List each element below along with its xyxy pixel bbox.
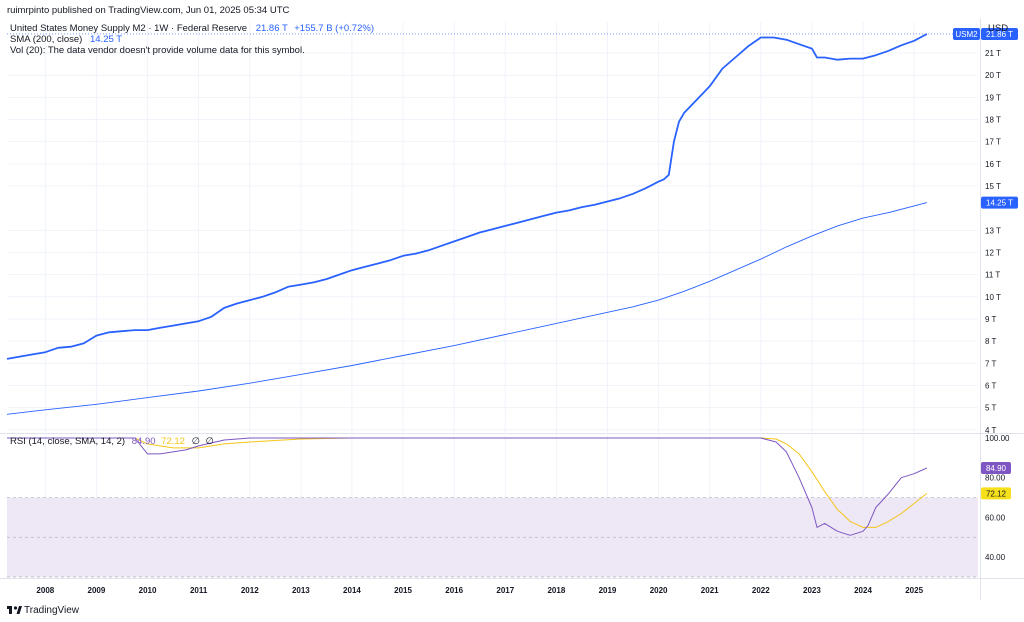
x-tick-label: 2012 — [241, 586, 259, 595]
sma-legend[interactable]: SMA (200, close) 14.25 T — [10, 35, 122, 45]
rsi-legend[interactable]: RSI (14, close, SMA, 14, 2) 84.90 72.12 … — [10, 437, 214, 447]
x-tick-label: 2011 — [190, 586, 208, 595]
y-tick-label: 7 T — [985, 359, 997, 368]
x-tick-label: 2014 — [343, 586, 361, 595]
vol-legend[interactable]: Vol (20): The data vendor doesn't provid… — [10, 46, 305, 56]
rsi-y-tick-label: 60.00 — [985, 513, 1006, 522]
x-tick-label: 2008 — [36, 586, 54, 595]
y-tick-label: 5 T — [985, 404, 997, 413]
rsi-label: RSI (14, close, SMA, 14, 2) — [10, 436, 126, 447]
x-tick-label: 2019 — [599, 586, 617, 595]
y-tick-label: 6 T — [985, 381, 997, 390]
y-tick-label: 18 T — [985, 116, 1001, 125]
rsi-y-tick-label: 100.00 — [985, 434, 1010, 443]
tradingview-logo-icon[interactable] — [7, 606, 22, 614]
x-tick-label: 2009 — [88, 586, 106, 595]
currency-label: USD — [988, 23, 1009, 34]
x-tick-label: 2016 — [445, 586, 463, 595]
symbol-title: United States Money Supply M2 · 1W · Fed… — [10, 23, 248, 34]
last-value: 21.86 T — [255, 23, 288, 34]
sma-label: SMA (200, close) — [10, 34, 83, 45]
svg-text:14.25 T: 14.25 T — [986, 199, 1013, 208]
y-tick-label: 17 T — [985, 138, 1001, 147]
footer-brand[interactable]: TradingView — [24, 605, 80, 616]
svg-text:21.86 T: 21.86 T — [986, 30, 1013, 39]
svg-text:72.12: 72.12 — [986, 489, 1007, 498]
symbol-legend[interactable]: United States Money Supply M2 · 1W · Fed… — [10, 24, 374, 34]
y-tick-label: 21 T — [985, 49, 1001, 58]
sma-value: 14.25 T — [89, 34, 123, 45]
symbol-badge: USM2 — [953, 27, 980, 40]
x-tick-label: 2010 — [139, 586, 157, 595]
x-tick-label: 2021 — [701, 586, 719, 595]
svg-text:USM2: USM2 — [955, 30, 978, 39]
y-tick-label: 16 T — [985, 160, 1001, 169]
svg-text:84.90: 84.90 — [986, 464, 1007, 473]
y-tick-label: 20 T — [985, 71, 1001, 80]
x-tick-label: 2024 — [854, 586, 872, 595]
y-tick-label: 11 T — [985, 271, 1000, 280]
x-tick-label: 2013 — [292, 586, 310, 595]
publish-line: ruimrpinto published on TradingView.com,… — [7, 5, 290, 16]
y-tick-label: 15 T — [985, 182, 1001, 191]
y-tick-label: 10 T — [985, 293, 1001, 302]
sma-line — [6, 202, 928, 415]
rsi-badge: 84.90 — [981, 461, 1011, 474]
rsi-value: 84.90 — [131, 436, 156, 447]
price-line — [6, 33, 928, 360]
rsi-extra-1: ∅ — [191, 436, 200, 447]
x-tick-label: 2025 — [905, 586, 923, 595]
x-tick-label: 2017 — [496, 586, 514, 595]
x-tick-label: 2018 — [547, 586, 565, 595]
y-tick-label: 13 T — [985, 226, 1001, 235]
x-tick-label: 2022 — [752, 586, 770, 595]
y-tick-label: 12 T — [985, 248, 1001, 257]
y-tick-label: 9 T — [985, 315, 997, 324]
rsi-extra-2: ∅ — [205, 436, 214, 447]
y-tick-label: 19 T — [985, 93, 1001, 102]
x-tick-label: 2020 — [650, 586, 668, 595]
y-tick-label: 8 T — [985, 337, 997, 346]
y-tick-label: 4 T — [985, 426, 997, 435]
grid — [7, 22, 978, 577]
rsi-sma-badge: 72.12 — [981, 487, 1011, 500]
sma-badge: 14.25 T — [981, 196, 1018, 209]
rsi-sma-value: 72.12 — [161, 436, 185, 447]
rsi-y-tick-label: 80.00 — [985, 474, 1006, 483]
x-tick-label: 2015 — [394, 586, 412, 595]
vol-label: Vol (20): The data vendor doesn't provid… — [10, 45, 305, 56]
rsi-line — [7, 437, 928, 536]
price-badge: 21.86 T — [981, 27, 1018, 40]
rsi-band — [7, 497, 978, 577]
price-change: +155.7 B (+0.72%) — [294, 23, 374, 34]
x-tick-label: 2023 — [803, 586, 821, 595]
rsi-y-tick-label: 40.00 — [985, 553, 1006, 562]
